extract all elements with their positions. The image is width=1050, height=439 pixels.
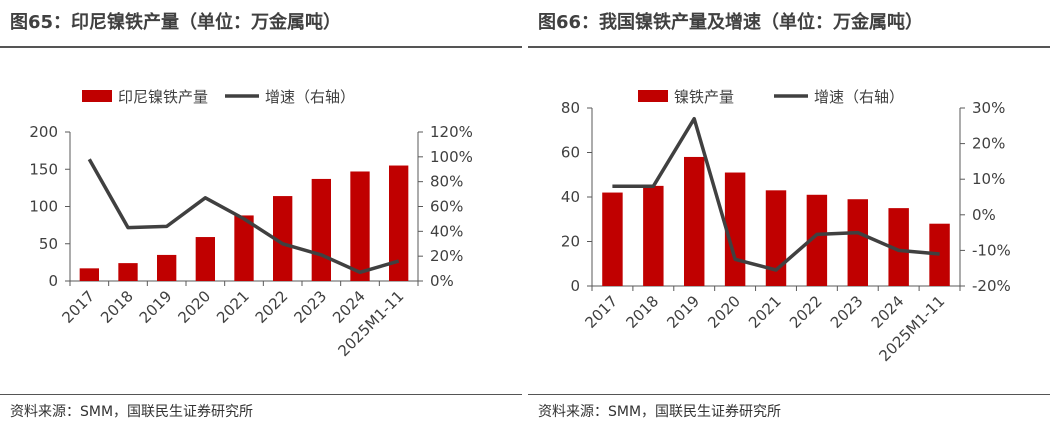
bar-2021	[234, 215, 254, 281]
x-axis-category-label: 2019	[663, 292, 703, 332]
x-axis-category-label: 2020	[174, 287, 214, 327]
growth-rate-line	[87, 158, 400, 275]
right-axis-tick-label: 20%	[972, 135, 1005, 153]
right-axis-tick-label: 80%	[430, 173, 463, 191]
bar-2021	[765, 190, 787, 286]
growth-rate-line	[612, 116, 940, 272]
source-note: 资料来源：SMM，国联民生证券研究所	[538, 404, 782, 420]
x-axis-category-label: 2023	[827, 292, 867, 332]
bar-2022	[806, 194, 828, 286]
right-axis-tick-label: 0%	[972, 206, 996, 224]
source-divider	[0, 394, 522, 395]
legend-line-label: 增速（右轴）	[814, 88, 904, 106]
legend-bar-swatch	[82, 90, 112, 102]
right-axis-tick-label: -10%	[972, 241, 1011, 259]
legend-bar-swatch	[638, 90, 668, 102]
x-axis-category-label: 2022	[252, 287, 292, 327]
right-axis-tick-label: 10%	[972, 170, 1005, 188]
bar-2018	[118, 263, 138, 281]
legend-bar-label: 镍铁产量	[674, 88, 734, 106]
bar-2025M1-11	[929, 223, 950, 286]
right-axis-tick-label: 40%	[430, 222, 463, 240]
left-axis-tick-label: 0	[570, 277, 580, 295]
nickel-pig-iron-china-chart: 0 20 40 60 80 -20% -10% 0% 10% 20% 30% 2017 2018 2019…	[561, 88, 1011, 365]
right-axis-tick-label: 20%	[430, 247, 463, 265]
right-axis-tick-label: 100%	[430, 148, 473, 166]
bar-2018	[643, 185, 664, 286]
bar-2025M1-11	[389, 165, 409, 281]
bar-2022	[273, 196, 293, 281]
x-axis-category-label: 2018	[622, 292, 662, 332]
bar-2023	[311, 178, 331, 281]
right-axis-tick-label: -20%	[972, 277, 1011, 295]
title-divider	[528, 46, 1050, 48]
bar-2024	[888, 208, 909, 286]
figure-66-panel: 图66：我国镍铁产量及增速（单位：万金属吨） 0 20 40 60 80 -20% -10%…	[528, 0, 1050, 439]
source-divider	[528, 394, 1050, 395]
x-axis-category-label: 2020	[704, 292, 744, 332]
figure-title: 图65：印尼镍铁产量（单位：万金属吨）	[10, 12, 342, 33]
left-axis-tick-label: 200	[29, 123, 58, 141]
left-axis-tick-label: 50	[39, 235, 58, 253]
x-axis-category-label: 2017	[582, 292, 622, 332]
x-axis-category-label: 2021	[745, 292, 785, 332]
legend-line-label: 增速（右轴）	[265, 88, 355, 106]
left-axis-tick-label: 0	[48, 272, 58, 290]
legend-bar-label: 印尼镍铁产量	[118, 88, 208, 106]
bar-2017	[79, 268, 99, 281]
right-axis-tick-label: 0%	[430, 272, 454, 290]
x-axis-category-label: 2022	[786, 292, 826, 332]
x-axis-category-label: 2021	[213, 287, 253, 327]
left-axis-tick-label: 20	[561, 233, 580, 251]
right-axis-tick-label: 30%	[972, 99, 1005, 117]
bar-2020	[724, 172, 746, 286]
bar-2019	[684, 156, 705, 286]
figure-65-panel: 图65：印尼镍铁产量（单位：万金属吨） 0 50 100 150 200 0% 20% 40%…	[0, 0, 522, 439]
nickel-pig-iron-indonesia-chart: 0501001502000%20%40%60%80%100%120%201720…	[29, 88, 473, 360]
bar-2024	[350, 171, 370, 281]
x-axis-category-label: 2019	[136, 287, 176, 327]
bar-2017	[602, 192, 623, 286]
bar-2020	[195, 237, 215, 281]
source-note: 资料来源：SMM，国联民生证券研究所	[10, 404, 254, 420]
right-axis-tick-label: 60%	[430, 198, 463, 216]
bar-2019	[157, 254, 177, 281]
title-divider	[0, 46, 522, 48]
left-axis-tick-label: 40	[561, 188, 580, 206]
figure-title: 图66：我国镍铁产量及增速（单位：万金属吨）	[538, 12, 924, 33]
left-axis-tick-label: 80	[561, 99, 580, 117]
x-axis-category-label: 2023	[290, 287, 330, 327]
x-axis-category-label: 2017	[58, 287, 98, 327]
left-axis-tick-label: 100	[29, 198, 58, 216]
left-axis-tick-label: 150	[29, 160, 58, 178]
right-axis-tick-label: 120%	[430, 123, 473, 141]
bar-2023	[847, 199, 868, 286]
x-axis-category-label: 2018	[97, 287, 137, 327]
left-axis-tick-label: 60	[561, 144, 580, 162]
